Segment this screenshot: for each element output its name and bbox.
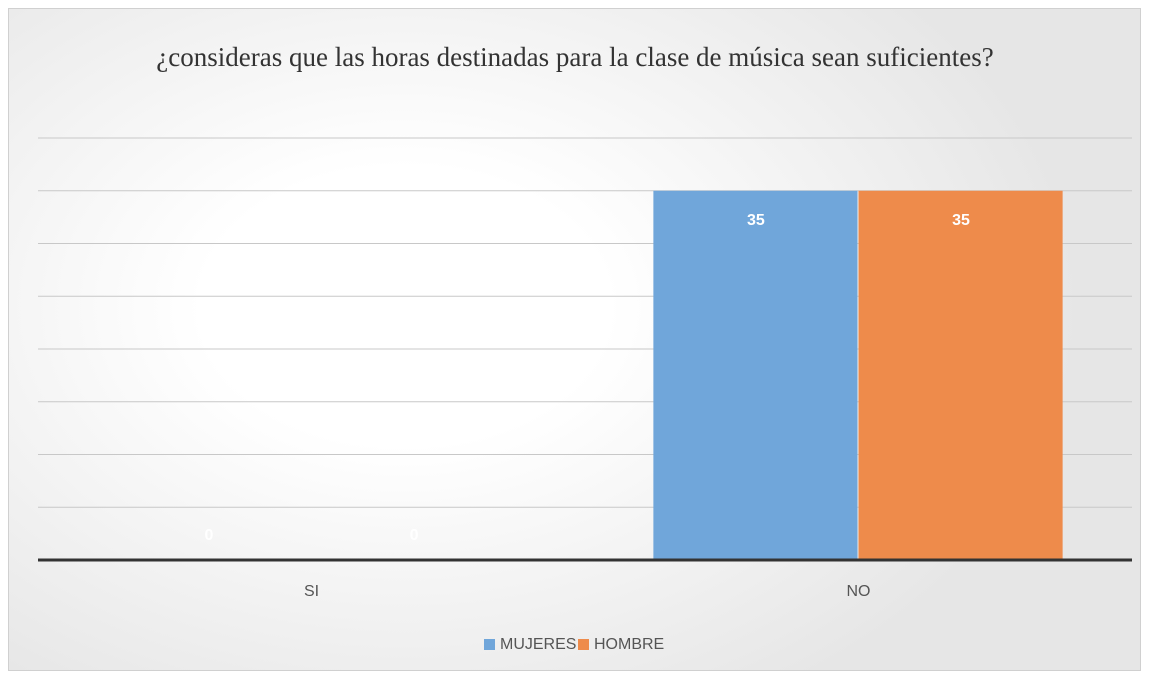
data-label: 0 [204, 527, 213, 544]
bar [858, 190, 1063, 560]
bar [653, 190, 858, 560]
legend-label: MUJERES [500, 636, 576, 653]
x-tick-label: NO [847, 583, 871, 600]
chart-title: ¿consideras que las horas destinadas par… [156, 42, 994, 72]
data-label: 35 [747, 212, 765, 229]
legend-swatch [578, 639, 589, 650]
data-label: 0 [410, 527, 419, 544]
data-label: 35 [952, 212, 970, 229]
legend-swatch [484, 639, 495, 650]
legend-label: HOMBRE [594, 636, 664, 653]
x-tick-label: SI [304, 583, 319, 600]
